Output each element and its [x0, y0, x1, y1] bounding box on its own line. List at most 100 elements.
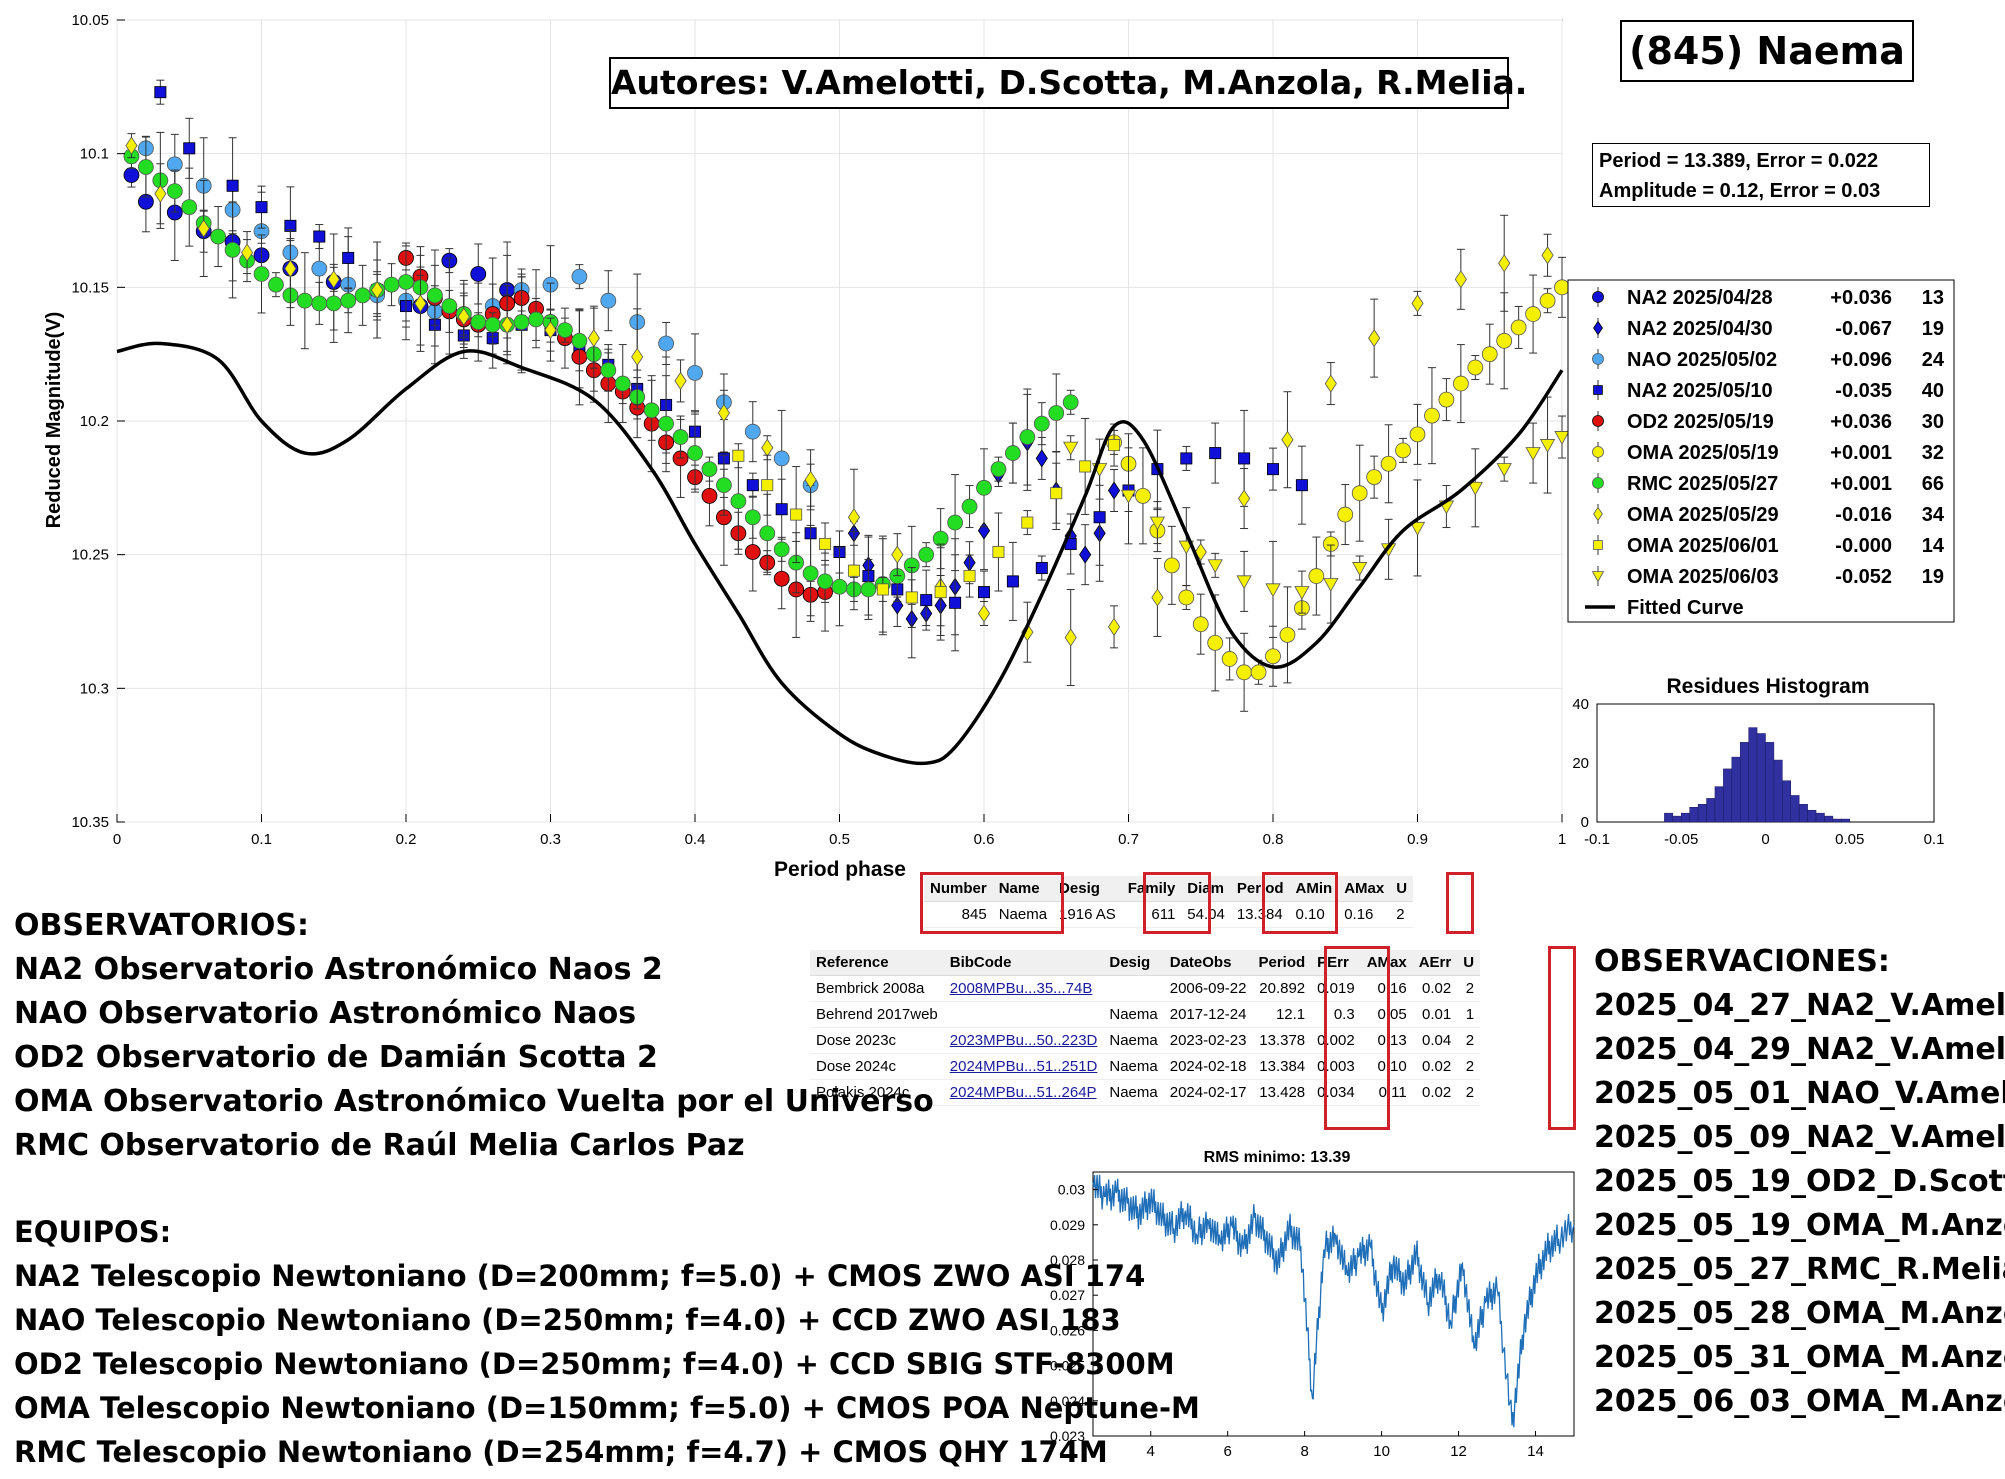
data-point	[311, 260, 328, 277]
data-point	[1525, 447, 1541, 461]
data-point	[1467, 481, 1483, 496]
data-point	[571, 268, 588, 285]
bibcode-link[interactable]: 2024MPBu...51..251D	[949, 1058, 1098, 1075]
data-point	[501, 315, 514, 334]
data-point	[1592, 446, 1604, 458]
refs-cell: 2017-12-24	[1163, 1001, 1253, 1028]
data-point	[1510, 319, 1527, 336]
refs-header-cell: Reference	[810, 950, 944, 976]
data-point	[847, 508, 861, 527]
legend-label: NAO 2025/05/02	[1627, 349, 1777, 371]
refs-cell: Bembrick 2008a	[810, 975, 944, 1002]
equipo-line: NA2 Telescopio Newtoniano (D=200mm; f=5.…	[14, 1259, 1146, 1293]
legend-label: OMA 2025/05/29	[1627, 504, 1779, 526]
x-tick-label: 1	[1558, 831, 1566, 848]
data-point	[746, 479, 759, 492]
data-point	[831, 578, 848, 595]
rms-x-tick-label: 6	[1224, 1443, 1232, 1460]
refs-cell	[1103, 975, 1164, 1002]
data-point	[457, 307, 470, 326]
data-point	[1151, 588, 1164, 607]
x-axis-label: Period phase	[774, 858, 906, 881]
data-point	[1409, 426, 1426, 443]
data-point	[154, 184, 167, 203]
highlight-number-name	[920, 872, 1064, 934]
data-point	[1525, 306, 1541, 322]
refs-cell: 0.10	[1360, 1053, 1413, 1080]
data-point	[1323, 578, 1339, 592]
observacion-line: 2025_05_31_OMA_M.Anzola	[1594, 1340, 2005, 1375]
data-point	[354, 287, 371, 304]
equipos-block: EQUIPOS: NA2 Telescopio Newtoniano (D=20…	[14, 1210, 1200, 1474]
data-point	[976, 479, 992, 496]
data-point	[819, 537, 832, 550]
rms-y-tick-label: 0.025	[1050, 1358, 1085, 1374]
data-point	[181, 199, 198, 216]
legend-offset: -0.016	[1835, 504, 1892, 526]
equipo-line: RMC Telescopio Newtoniano (D=254mm; f=4.…	[14, 1435, 1108, 1469]
refs-cell: 2023-02-23	[1163, 1027, 1253, 1054]
legend-item: OD2 2025/05/19 +0.036 30	[1592, 411, 1944, 433]
refs-cell: 0.003	[1311, 1053, 1361, 1080]
observacion-line: 2025_05_28_OMA_M.Anzola	[1594, 1296, 2005, 1331]
legend-offset: -0.067	[1835, 318, 1892, 340]
data-point	[183, 142, 196, 155]
legend-count: 40	[1922, 380, 1944, 402]
histogram-y-tick: 40	[1572, 696, 1589, 713]
data-point	[1265, 583, 1281, 598]
data-point	[383, 276, 400, 293]
refs-cell: 20.892	[1252, 975, 1312, 1002]
data-point	[949, 596, 962, 609]
data-point	[1593, 320, 1603, 336]
refs-cell: 2	[1457, 1079, 1481, 1106]
data-point	[513, 314, 530, 330]
bibcode-link[interactable]: 2024MPBu...51..264P	[949, 1084, 1097, 1101]
data-point	[1539, 439, 1556, 453]
data-point	[1593, 540, 1603, 550]
rms-y-tick-label: 0.026	[1050, 1322, 1085, 1338]
data-point	[1496, 463, 1512, 477]
data-point	[1592, 353, 1604, 365]
bibcode-link[interactable]: 2008MPBu...35...74B	[949, 980, 1093, 997]
summary-cell: 13.384	[1230, 901, 1290, 928]
histogram-bar	[1739, 742, 1749, 823]
data-point	[1048, 405, 1065, 421]
histogram-bar	[1756, 733, 1766, 823]
data-point	[123, 167, 140, 183]
refs-cell: 2024-02-18	[1163, 1053, 1253, 1080]
bibcode-cell: 2024MPBu...51..251D	[943, 1053, 1104, 1080]
data-point	[1019, 429, 1036, 445]
data-point	[587, 329, 600, 348]
data-point	[1120, 489, 1137, 504]
refs-cell: 2	[1457, 975, 1481, 1002]
rms-y-tick-label: 0.029	[1050, 1217, 1085, 1233]
data-point	[1021, 516, 1034, 529]
data-point	[342, 251, 355, 264]
data-point	[977, 604, 991, 623]
bibcode-link[interactable]: 2023MPBu...50..223D	[949, 1032, 1098, 1049]
histogram-bar	[1664, 812, 1674, 823]
data-point	[210, 228, 227, 245]
histogram-x-tick: 0.05	[1835, 831, 1864, 848]
data-point	[1409, 521, 1426, 536]
table-row: Behrend 2017web Naema 2017-12-24 12.1 0.3 0.0…	[810, 1001, 1481, 1028]
data-point	[1279, 626, 1296, 643]
rms-title: RMS minimo: 13.39	[1204, 1149, 1351, 1166]
equipo-line: NAO Telescopio Newtoniano (D=250mm; f=4.…	[14, 1303, 1121, 1337]
data-point	[398, 274, 414, 290]
data-point	[773, 450, 790, 467]
refs-header-cell: U	[1457, 950, 1481, 976]
data-point	[426, 287, 443, 304]
data-point	[1351, 485, 1368, 502]
rms-periodogram: RMS minimo: 13.39 4 6 8 10 12 14 0.023 0.024 0.0…	[1050, 1149, 1575, 1460]
refs-cell: 1	[1457, 1001, 1481, 1028]
table-row: Dose 2024c 2024MPBu...51..251D Naema 2024-0…	[810, 1053, 1481, 1080]
legend-offset: -0.000	[1835, 535, 1892, 557]
refs-cell: Naema	[1103, 1001, 1164, 1028]
histogram-bar	[1832, 818, 1842, 823]
references-table: Reference BibCode Desig DateObs Period PErr AM…	[810, 950, 1481, 1106]
data-point	[1337, 506, 1354, 523]
y-tick-label: 10.3	[80, 680, 109, 697]
data-point	[1496, 332, 1513, 349]
refs-header-cell: AErr	[1412, 950, 1458, 976]
